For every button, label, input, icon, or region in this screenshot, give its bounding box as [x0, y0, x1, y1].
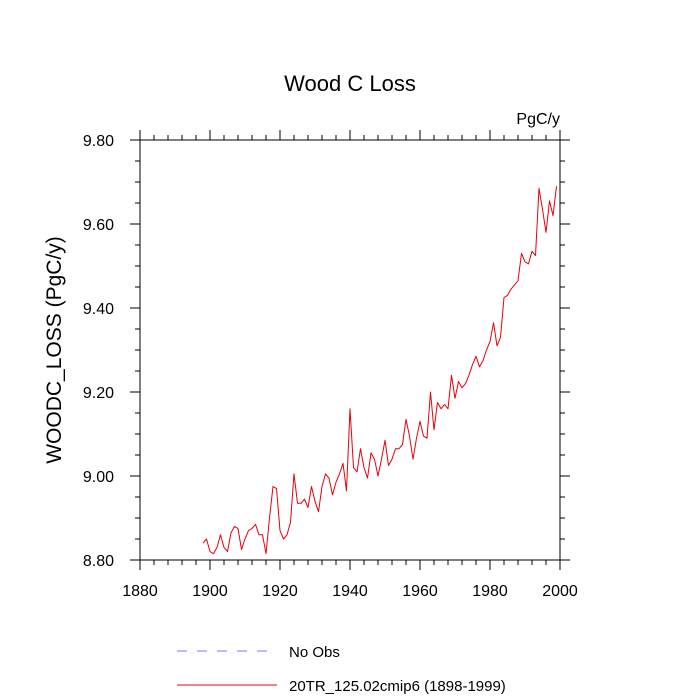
series-line: [202, 186, 557, 555]
x-tick-label: 2000: [542, 583, 578, 600]
units-label: PgC/y: [516, 111, 560, 128]
y-axis-label: WOODC_LOSS (PgC/y): [43, 236, 66, 464]
y-tick-labels: 8.80 9.00 9.20 9.40 9.60 9.80: [83, 133, 114, 570]
legend: No Obs 20TR_125.02cmip6 (1898-1999): [177, 644, 506, 695]
axis-ticks: [130, 130, 570, 570]
x-tick-label: 1900: [192, 583, 228, 600]
legend-label-no-obs: No Obs: [289, 644, 340, 661]
x-tick-label: 1880: [122, 583, 158, 600]
x-tick-label: 1920: [262, 583, 298, 600]
legend-label-model: 20TR_125.02cmip6 (1898-1999): [289, 678, 506, 695]
plot-series: [202, 186, 557, 555]
y-tick-label: 9.80: [83, 133, 114, 150]
y-tick-label: 9.20: [83, 385, 114, 402]
x-tick-label: 1940: [332, 583, 368, 600]
x-tick-label: 1980: [472, 583, 508, 600]
chart-title: Wood C Loss: [284, 71, 416, 96]
y-tick-label: 9.60: [83, 217, 114, 234]
y-tick-label: 9.00: [83, 469, 114, 486]
plot-frame: [139, 139, 561, 561]
x-tick-labels: 1880 1900 1920 1940 1960 1980 2000: [122, 583, 578, 600]
y-tick-label: 9.40: [83, 301, 114, 318]
x-tick-label: 1960: [402, 583, 438, 600]
y-tick-label: 8.80: [83, 553, 114, 570]
